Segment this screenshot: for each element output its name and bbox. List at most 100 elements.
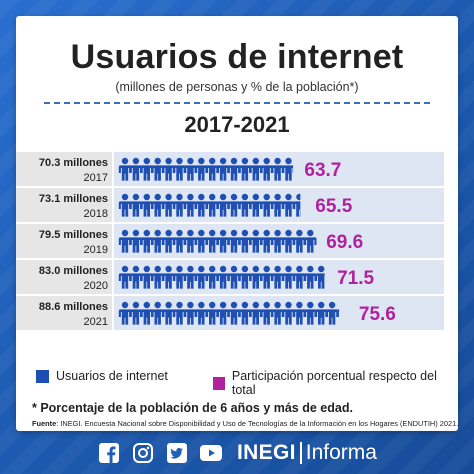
person-icon	[129, 265, 143, 289]
row-millions-label: 79.5 millones	[39, 229, 108, 241]
person-icon	[216, 265, 230, 289]
person-icon	[162, 265, 175, 289]
youtube-icon[interactable]	[199, 441, 223, 465]
person-icon	[151, 157, 164, 181]
person-icon	[173, 301, 186, 325]
person-icon	[206, 301, 219, 325]
instagram-icon[interactable]	[131, 441, 155, 465]
legend: Usuarios de internet Participación porce…	[30, 369, 444, 397]
person-icon	[315, 301, 328, 325]
person-icon	[216, 229, 230, 253]
person-icon	[227, 229, 241, 253]
person-icon	[216, 193, 230, 217]
person-icon	[173, 265, 186, 289]
person-icon	[271, 229, 284, 253]
percent-value-label: 71.5	[337, 268, 374, 289]
person-icon	[227, 265, 241, 289]
row-year-label: 2017	[84, 172, 108, 184]
twitter-icon[interactable]	[165, 441, 189, 465]
person-icon	[249, 301, 262, 325]
person-icon	[282, 229, 295, 253]
person-icon	[249, 265, 262, 289]
person-icon	[140, 301, 153, 325]
person-icon	[173, 229, 186, 253]
person-icon	[195, 229, 208, 253]
dashed-divider	[44, 102, 430, 104]
person-icon	[271, 193, 284, 217]
person-icon	[260, 265, 273, 289]
person-icon	[140, 265, 153, 289]
person-icon	[206, 157, 219, 181]
infographic-card: Usuarios de internet (millones de person…	[16, 16, 458, 431]
person-icon	[316, 265, 325, 289]
person-icon	[271, 157, 284, 181]
brand-inegi: INEGI	[237, 441, 296, 464]
row-year-label: 2018	[84, 208, 108, 220]
person-icon	[282, 301, 295, 325]
person-icon	[271, 265, 284, 289]
person-icon	[294, 193, 301, 217]
person-icon	[162, 229, 175, 253]
row-year-label: 2021	[84, 316, 108, 328]
person-icon	[293, 301, 306, 325]
person-icon	[129, 157, 143, 181]
person-icon	[216, 157, 230, 181]
period-label: 2017-2021	[184, 112, 290, 137]
percent-value-label: 75.6	[359, 304, 396, 325]
person-icon	[338, 309, 340, 317]
percent-value-label: 65.5	[315, 196, 352, 217]
person-icon	[238, 193, 252, 217]
person-icon	[260, 229, 273, 253]
person-icon	[238, 265, 252, 289]
person-icon	[184, 265, 197, 289]
person-icon	[249, 229, 262, 253]
person-icon	[216, 301, 230, 325]
person-icon	[140, 193, 153, 217]
person-icon	[151, 229, 164, 253]
source-note: Fuente: INEGI. Encuesta Nacional sobre D…	[32, 419, 458, 428]
person-icon	[260, 193, 273, 217]
facebook-icon[interactable]	[97, 441, 121, 465]
brand-informa: Informa	[305, 441, 377, 464]
legend-label-users: Usuarios de internet	[56, 369, 168, 383]
percent-value-label: 63.7	[304, 160, 341, 181]
footer: INEGI Informa	[0, 434, 474, 472]
brand-separator	[299, 442, 302, 464]
legend-swatch-percent	[213, 376, 225, 390]
person-icon	[162, 193, 175, 217]
source-label: Fuente	[32, 419, 57, 428]
inegi-informa-brand: INEGI Informa	[237, 441, 377, 465]
person-icon	[260, 157, 273, 181]
person-icon	[140, 229, 153, 253]
person-icon	[173, 157, 186, 181]
person-icon	[195, 157, 208, 181]
person-icon	[227, 193, 241, 217]
row-label-bg	[16, 224, 112, 258]
person-icon	[249, 157, 262, 181]
person-icon	[206, 193, 219, 217]
person-icon	[304, 265, 317, 289]
legend-label-percent: Participación porcentual respecto del to…	[231, 369, 437, 397]
row-label-bg	[16, 260, 112, 294]
person-icon	[184, 301, 197, 325]
person-icon	[118, 229, 132, 253]
chart-title: Usuarios de internet	[70, 38, 404, 76]
person-icon	[227, 157, 241, 181]
person-icon	[195, 193, 208, 217]
row-label-bg	[16, 152, 112, 186]
person-icon	[151, 265, 164, 289]
person-icon	[293, 265, 306, 289]
row-label-bg	[16, 188, 112, 222]
person-icon	[283, 157, 294, 181]
chart-subtitle: (millones de personas y % de la població…	[115, 80, 359, 94]
person-icon	[118, 301, 132, 325]
person-icon	[184, 229, 197, 253]
person-icon	[140, 157, 153, 181]
legend-swatch-users	[36, 369, 49, 383]
person-icon	[151, 301, 164, 325]
person-icon	[282, 193, 295, 217]
person-icon	[184, 193, 197, 217]
pictogram-chart: 70.3 millones 2017 63.7 73.1 millones 2018 65…	[16, 152, 444, 330]
person-icon	[195, 301, 208, 325]
row-label-bg	[16, 296, 112, 330]
